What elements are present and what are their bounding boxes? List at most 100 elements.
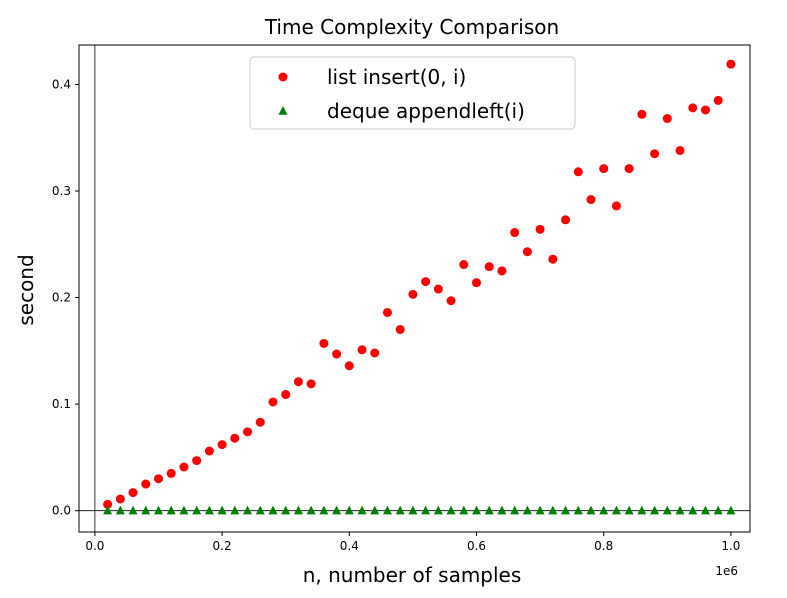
data-point-triangle bbox=[662, 505, 672, 515]
data-point-circle bbox=[217, 440, 227, 450]
data-point-triangle bbox=[332, 505, 342, 515]
list-insert-series bbox=[103, 59, 736, 509]
x-tick-label: 0.2 bbox=[213, 539, 232, 553]
legend-box bbox=[249, 56, 576, 130]
data-point-triangle bbox=[433, 505, 443, 515]
y-tick-label: 0.0 bbox=[52, 504, 71, 518]
data-point-triangle bbox=[306, 505, 316, 515]
data-point-triangle bbox=[522, 505, 532, 515]
y-tick-label: 0.3 bbox=[52, 184, 71, 198]
data-point-circle bbox=[103, 499, 113, 509]
plot-frame bbox=[78, 44, 751, 533]
data-point-triangle bbox=[154, 505, 164, 515]
data-point-triangle bbox=[688, 505, 698, 515]
y-tick-label: 0.1 bbox=[52, 397, 71, 411]
data-point-triangle bbox=[103, 505, 113, 515]
data-point-triangle bbox=[484, 505, 494, 515]
legend-label: deque appendleft(i) bbox=[327, 99, 525, 123]
data-point-triangle bbox=[650, 505, 660, 515]
data-point-circle bbox=[230, 433, 240, 443]
data-point-circle bbox=[535, 224, 545, 234]
legend-marker-triangle bbox=[278, 106, 288, 115]
data-point-triangle bbox=[192, 505, 202, 515]
data-point-circle bbox=[204, 446, 214, 456]
data-point-circle bbox=[624, 164, 634, 174]
data-point-circle bbox=[510, 228, 520, 238]
data-point-triangle bbox=[281, 505, 291, 515]
data-point-circle bbox=[484, 262, 494, 272]
data-point-triangle bbox=[472, 505, 482, 515]
data-point-circle bbox=[382, 307, 392, 317]
data-point-circle bbox=[141, 479, 151, 489]
data-point-circle bbox=[319, 338, 329, 348]
x-tick-label: 0.6 bbox=[467, 539, 486, 553]
data-point-triangle bbox=[637, 505, 647, 515]
data-point-triangle bbox=[179, 505, 189, 515]
data-point-circle bbox=[599, 164, 609, 174]
data-point-circle bbox=[408, 289, 418, 299]
chart-title: Time Complexity Comparison bbox=[264, 15, 559, 39]
data-point-triangle bbox=[586, 505, 596, 515]
data-point-circle bbox=[421, 277, 431, 287]
data-point-triangle bbox=[624, 505, 634, 515]
data-point-triangle bbox=[217, 505, 227, 515]
data-point-triangle bbox=[230, 505, 240, 515]
data-point-triangle bbox=[395, 505, 405, 515]
y-axis-label: second bbox=[14, 254, 38, 325]
data-point-circle bbox=[675, 145, 685, 155]
y-tick-label: 0.4 bbox=[52, 77, 71, 91]
x-tick-label: 0.0 bbox=[85, 539, 104, 553]
data-point-triangle bbox=[128, 505, 138, 515]
data-point-triangle bbox=[243, 505, 253, 515]
data-point-circle bbox=[179, 462, 189, 472]
data-point-circle bbox=[586, 195, 596, 205]
data-series bbox=[103, 59, 736, 515]
data-point-triangle bbox=[510, 505, 520, 515]
data-point-circle bbox=[446, 296, 456, 306]
data-point-triangle bbox=[446, 505, 456, 515]
x-tick-label: 1.0 bbox=[721, 539, 740, 553]
x-axis-offset-label: 1e6 bbox=[715, 564, 738, 578]
data-point-circle bbox=[357, 345, 367, 355]
data-point-triangle bbox=[459, 505, 469, 515]
data-point-triangle bbox=[204, 505, 214, 515]
data-point-triangle bbox=[166, 505, 176, 515]
x-tick-label: 0.8 bbox=[594, 539, 613, 553]
data-point-triangle bbox=[357, 505, 367, 515]
data-point-circle bbox=[370, 348, 380, 358]
data-point-triangle bbox=[675, 505, 685, 515]
data-point-circle bbox=[255, 417, 265, 427]
data-point-circle bbox=[344, 361, 354, 371]
data-point-circle bbox=[548, 254, 558, 264]
legend-marker-circle bbox=[278, 72, 288, 82]
data-point-circle bbox=[561, 215, 571, 225]
data-point-triangle bbox=[599, 505, 609, 515]
data-point-circle bbox=[637, 109, 647, 119]
legend-label: list insert(0, i) bbox=[327, 65, 466, 89]
data-point-circle bbox=[713, 95, 723, 105]
data-point-triangle bbox=[255, 505, 265, 515]
y-tick-label: 0.2 bbox=[52, 291, 71, 305]
data-point-triangle bbox=[535, 505, 545, 515]
data-point-triangle bbox=[561, 505, 571, 515]
data-point-triangle bbox=[573, 505, 583, 515]
data-point-triangle bbox=[408, 505, 418, 515]
data-point-circle bbox=[281, 390, 291, 400]
data-point-circle bbox=[726, 59, 736, 69]
data-point-triangle bbox=[319, 505, 329, 515]
data-point-triangle bbox=[611, 505, 621, 515]
deque-appendleft-series bbox=[103, 505, 736, 515]
data-point-circle bbox=[154, 474, 164, 484]
data-point-circle bbox=[166, 468, 176, 478]
data-point-triangle bbox=[344, 505, 354, 515]
data-point-circle bbox=[332, 349, 342, 359]
data-point-triangle bbox=[548, 505, 558, 515]
legend: list insert(0, i) deque appendleft(i) bbox=[249, 56, 576, 130]
data-point-circle bbox=[700, 105, 710, 115]
data-point-triangle bbox=[370, 505, 380, 515]
data-point-triangle bbox=[293, 505, 303, 515]
data-point-circle bbox=[662, 114, 672, 124]
x-tick-label: 0.4 bbox=[340, 539, 359, 553]
data-point-circle bbox=[243, 427, 253, 437]
data-point-circle bbox=[497, 266, 507, 276]
